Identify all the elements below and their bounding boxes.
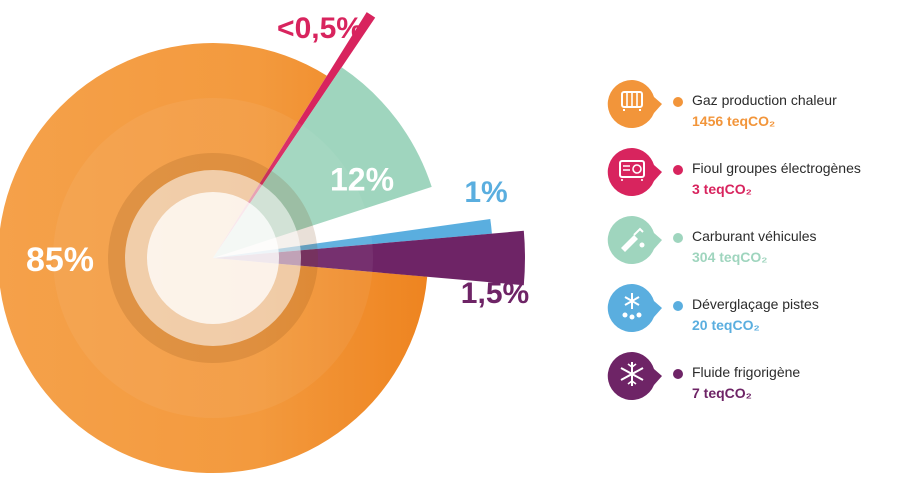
- fuel-nozzle-icon: [607, 215, 662, 264]
- legend-dot: [673, 165, 683, 175]
- pie-slice: [213, 230, 525, 286]
- legend-label: Déverglaçage pistes: [692, 296, 819, 312]
- pie-slice: [0, 43, 428, 474]
- legend-label: Fluide frigorigène: [692, 364, 801, 380]
- legend-value: 7 teqCO₂: [692, 385, 752, 401]
- legend-item: Fioul groupes électrogènes 3 teqCO₂: [606, 146, 898, 214]
- legend-value: 304 teqCO₂: [692, 249, 768, 265]
- legend-label: Carburant véhicules: [692, 228, 817, 244]
- legend-item: Gaz production chaleur 1456 teqCO₂: [606, 78, 898, 146]
- slice-percent-label: 1%: [464, 176, 507, 209]
- legend-value: 1456 teqCO₂: [692, 113, 776, 129]
- slice-percent-label: 85%: [26, 241, 94, 279]
- slice-percent-label: <0,5%: [277, 12, 363, 45]
- hub-ring: [147, 192, 279, 324]
- legend-dot: [673, 301, 683, 311]
- generator-icon: [607, 147, 662, 196]
- legend-label: Fioul groupes électrogènes: [692, 160, 861, 176]
- legend-label: Gaz production chaleur: [692, 92, 837, 108]
- legend-dot: [673, 233, 683, 243]
- legend-item: Carburant véhicules 304 teqCO₂: [606, 214, 898, 282]
- legend-item: Fluide frigorigène 7 teqCO₂: [606, 350, 898, 418]
- slice-percent-label: 1,5%: [461, 277, 529, 310]
- legend-value: 20 teqCO₂: [692, 317, 760, 333]
- pie-chart: 85% <0,5% 12% 1% 1,5%: [0, 12, 529, 474]
- legend-item: Déverglaçage pistes 20 teqCO₂: [606, 282, 898, 350]
- radiator-icon: [607, 79, 662, 128]
- legend: Gaz production chaleur 1456 teqCO₂ Fioul g…: [606, 78, 898, 418]
- legend-value: 3 teqCO₂: [692, 181, 752, 197]
- slice-percent-label: 12%: [330, 161, 394, 197]
- snowflake-icon: [607, 351, 662, 400]
- snowflake-drops-icon: [607, 283, 662, 332]
- legend-dot: [673, 369, 683, 379]
- legend-dot: [673, 97, 683, 107]
